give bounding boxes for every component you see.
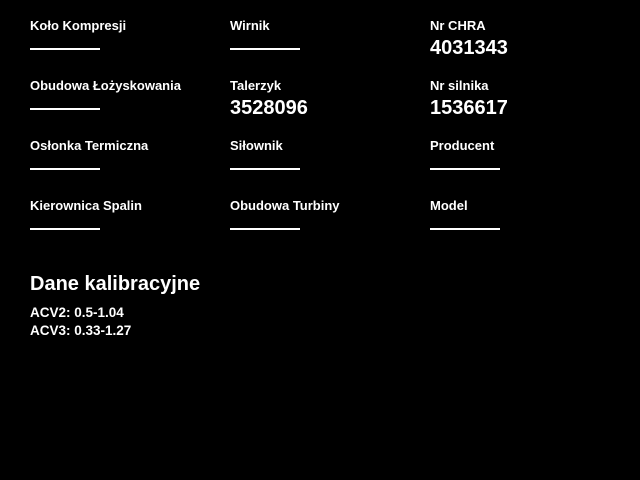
field-underline	[30, 168, 100, 170]
field-label: Nr CHRA	[430, 18, 486, 33]
field-value: 4031343	[430, 37, 508, 59]
field-underline	[230, 168, 300, 170]
field-label: Koło Kompresji	[30, 18, 127, 33]
field-underline	[30, 228, 100, 230]
field-underline	[30, 108, 100, 110]
field-label: Obudowa Łożyskowania	[30, 78, 181, 93]
field-talerzyk: Talerzyk 3528096	[230, 78, 430, 138]
field-nr-silnika: Nr silnika 1536617	[430, 78, 630, 138]
field-oslonka-termiczna: Osłonka Termiczna	[30, 138, 230, 198]
calibration-section: Dane kalibracyjne ACV2: 0.5-1.04 ACV3: 0…	[30, 258, 200, 340]
calibration-acv3-line: ACV3: 0.33-1.27	[30, 323, 132, 338]
field-obudowa-lozyskowania: Obudowa Łożyskowania	[30, 78, 230, 138]
field-label: Osłonka Termiczna	[30, 138, 149, 153]
field-label: Nr silnika	[430, 78, 489, 93]
field-label: Obudowa Turbiny	[230, 198, 340, 213]
field-value: 1536617	[430, 97, 508, 119]
calibration-title: Dane kalibracyjne	[30, 273, 201, 295]
field-wirnik: Wirnik	[230, 18, 430, 78]
field-underline	[430, 168, 500, 170]
field-model: Model	[430, 198, 630, 258]
field-kolo-kompresji: Koło Kompresji	[30, 18, 230, 78]
calibration-lines: ACV2: 0.5-1.04 ACV3: 0.33-1.27	[30, 304, 200, 340]
field-kierownica-spalin: Kierownica Spalin	[30, 198, 230, 258]
field-underline	[30, 48, 100, 50]
field-silownik: Siłownik	[230, 138, 430, 198]
field-label: Producent	[430, 138, 495, 153]
field-label: Talerzyk	[230, 78, 282, 93]
field-label: Siłownik	[230, 138, 283, 153]
fields-grid: Koło Kompresji Wirnik Nr CHRA 4031343 Ob…	[30, 18, 630, 258]
field-value: 3528096	[230, 97, 308, 119]
field-underline	[230, 48, 300, 50]
field-nr-chra: Nr CHRA 4031343	[430, 18, 630, 78]
calibration-acv2-line: ACV2: 0.5-1.04	[30, 305, 124, 320]
field-underline	[430, 228, 500, 230]
field-label: Wirnik	[230, 18, 270, 33]
field-obudowa-turbiny: Obudowa Turbiny	[230, 198, 430, 258]
field-label: Kierownica Spalin	[30, 198, 142, 213]
field-producent: Producent	[430, 138, 630, 198]
field-label: Model	[430, 198, 468, 213]
field-underline	[230, 228, 300, 230]
